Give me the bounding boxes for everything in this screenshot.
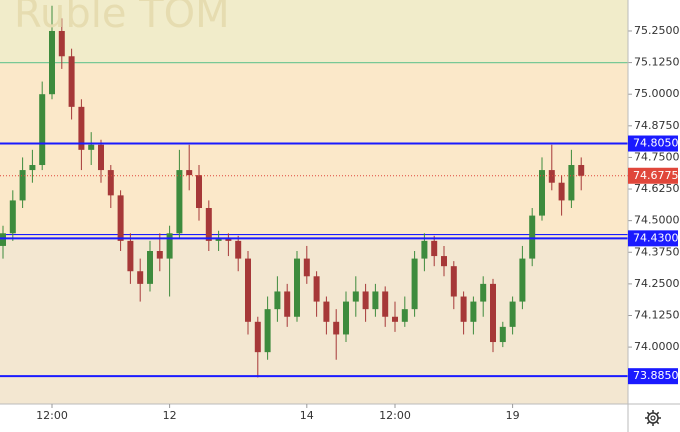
zone xyxy=(0,238,628,404)
candle-body xyxy=(411,258,418,310)
candle-body xyxy=(490,283,496,343)
candle-body xyxy=(284,291,291,317)
candle-body xyxy=(372,291,379,310)
zone xyxy=(0,0,628,63)
y-tick-label: 74.5000 xyxy=(634,214,680,227)
candle-body xyxy=(499,326,506,343)
y-tick-label: 75.1250 xyxy=(634,56,680,69)
candle-body xyxy=(431,240,438,257)
candle-body xyxy=(343,301,349,335)
candle-body xyxy=(352,291,359,302)
candle-body xyxy=(29,165,36,171)
candle-body xyxy=(98,144,104,171)
candle-body xyxy=(509,301,516,327)
y-tick-label: 74.6250 xyxy=(634,182,680,195)
x-tick-label: 12:00 xyxy=(36,409,68,422)
candle-body xyxy=(107,170,114,196)
candle-body xyxy=(548,170,555,183)
candle-body xyxy=(450,266,457,297)
candle-body xyxy=(362,291,369,310)
candle-body xyxy=(205,208,212,241)
candle-body xyxy=(392,316,398,322)
y-tick-label: 74.2500 xyxy=(634,277,680,290)
candle-body xyxy=(303,258,310,277)
y-tick-label: 74.8750 xyxy=(634,119,680,132)
candle-body xyxy=(147,250,153,284)
candle-body xyxy=(225,238,232,241)
price-label-box xyxy=(628,167,678,184)
y-tick-label: 74.0000 xyxy=(634,340,680,353)
candle-body xyxy=(421,240,428,259)
candle-body xyxy=(88,144,95,150)
candle-body xyxy=(68,56,75,107)
candle-body xyxy=(274,291,281,310)
candle-body xyxy=(333,321,340,335)
level-label: 73.8850 xyxy=(633,369,679,382)
candle-body xyxy=(254,321,261,353)
x-tick-label: 12:00 xyxy=(379,409,411,422)
candle-body xyxy=(49,30,55,95)
candle-body xyxy=(166,233,173,259)
candle-body xyxy=(529,215,536,259)
candle-body xyxy=(156,250,163,259)
level-label-box xyxy=(628,230,678,247)
candle-body xyxy=(78,106,85,150)
candle-body xyxy=(519,258,526,302)
candle-body xyxy=(323,301,330,322)
level-label-box xyxy=(628,368,678,385)
y-tick-label: 74.3750 xyxy=(634,245,680,258)
candle-body xyxy=(117,195,124,241)
candle-body xyxy=(441,256,447,267)
candle-body xyxy=(382,291,389,317)
candle-body xyxy=(9,200,16,234)
y-tick-label: 74.7500 xyxy=(634,150,680,163)
candle-body xyxy=(480,283,487,302)
candle-body xyxy=(578,165,585,176)
candle-body xyxy=(264,309,271,353)
plot-area xyxy=(0,0,632,404)
candle-body xyxy=(58,30,65,57)
y-tick-label: 75.2500 xyxy=(634,24,680,37)
candle-body xyxy=(235,240,242,259)
candle-body xyxy=(294,258,300,317)
candle-body xyxy=(539,170,545,216)
candle-body xyxy=(215,238,222,241)
candle-body xyxy=(245,258,251,322)
candle-body xyxy=(568,165,575,201)
candle-body xyxy=(127,240,134,272)
candle-body xyxy=(196,175,202,209)
candle-body xyxy=(460,296,467,322)
y-tick-label: 74.1250 xyxy=(634,308,680,321)
zone xyxy=(0,62,628,239)
x-tick-label: 14 xyxy=(300,409,314,422)
level-label-box xyxy=(628,135,678,152)
x-tick-label: 19 xyxy=(506,409,520,422)
candle-body xyxy=(19,170,26,201)
candle-body xyxy=(401,309,408,322)
candle-body xyxy=(313,276,320,302)
x-tick-label: 12 xyxy=(163,409,177,422)
watermark-title: Ruble TOM xyxy=(14,0,230,37)
candle-body xyxy=(558,182,565,201)
y-tick-label: 75.0000 xyxy=(634,87,680,100)
candle-body xyxy=(0,233,6,246)
candle-body xyxy=(186,170,193,176)
settings-icon[interactable] xyxy=(645,410,661,426)
candle-body xyxy=(39,94,46,166)
candle-body xyxy=(137,271,144,284)
candle-body xyxy=(176,170,183,234)
overlay: 74.0000 74.1250 74.2500 74.3750 74.5000 74.62… xyxy=(36,24,679,422)
candle-body xyxy=(470,301,477,322)
price-label: 74.6775 xyxy=(633,169,679,182)
level-label: 74.4300 xyxy=(633,231,679,244)
level-label: 74.8050 xyxy=(633,137,679,150)
